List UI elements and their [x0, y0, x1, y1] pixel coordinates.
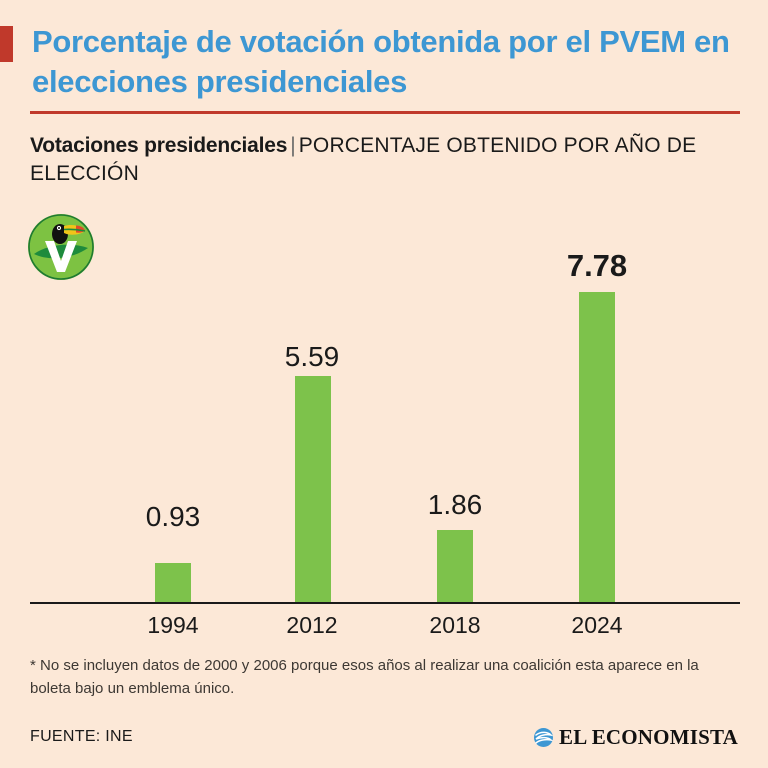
bar-0	[155, 563, 191, 602]
brand-name: EL ECONOMISTA	[559, 724, 738, 749]
toucan-icon	[28, 214, 94, 280]
page-header: Porcentaje de votación obtenida por el P…	[0, 0, 768, 115]
subtitle-section: Votaciones presidenciales | PORCENTAJE OBT…	[0, 114, 768, 187]
bar-chart: 0.93 1994 5.59 2012 1.86 2018 7.78 2024	[0, 240, 768, 645]
x-label-1: 2012	[286, 612, 338, 638]
pvem-logo	[28, 214, 94, 280]
page-footer: * No se incluyen datos de 2000 y 2006 po…	[0, 655, 768, 750]
subtitle-caps: PORCENTAJE OBTENIDO POR AÑO DE ELECCIÓN	[30, 134, 697, 186]
title-accent-bar	[0, 26, 13, 62]
footer-bottom-row: FUENTE: INE EL ECONOMISTA	[30, 725, 738, 750]
bar-value-1: 5.59	[284, 341, 340, 372]
x-axis-line	[30, 602, 740, 604]
x-label-0: 1994	[147, 612, 199, 638]
x-label-3: 2024	[571, 612, 623, 638]
subtitle-separator: |	[290, 134, 296, 158]
pvem-logo-circle	[28, 214, 94, 280]
title-divider	[30, 111, 740, 115]
bar-value-3: 7.78	[566, 248, 628, 283]
bar-value-0: 0.93	[145, 501, 201, 532]
footnote: * No se incluyen datos de 2000 y 2006 po…	[30, 657, 699, 697]
subtitle-strong: Votaciones presidenciales	[30, 134, 288, 158]
subtitle: Votaciones presidenciales | PORCENTAJE OBT…	[30, 132, 738, 187]
globe-swirl-icon	[534, 727, 554, 747]
page-title: Porcentaje de votación obtenida por el P…	[32, 24, 730, 99]
bar-3	[579, 292, 615, 602]
source-label: FUENTE: INE	[30, 728, 133, 746]
chart-plot-area: 0.93 1994 5.59 2012 1.86 2018 7.78 2024	[0, 240, 768, 638]
x-label-2: 2018	[429, 612, 481, 638]
bar-value-2: 1.86	[427, 489, 483, 520]
el-economista-logo: EL ECONOMISTA	[533, 725, 738, 750]
bar-1	[295, 376, 331, 602]
bar-2	[437, 530, 473, 602]
